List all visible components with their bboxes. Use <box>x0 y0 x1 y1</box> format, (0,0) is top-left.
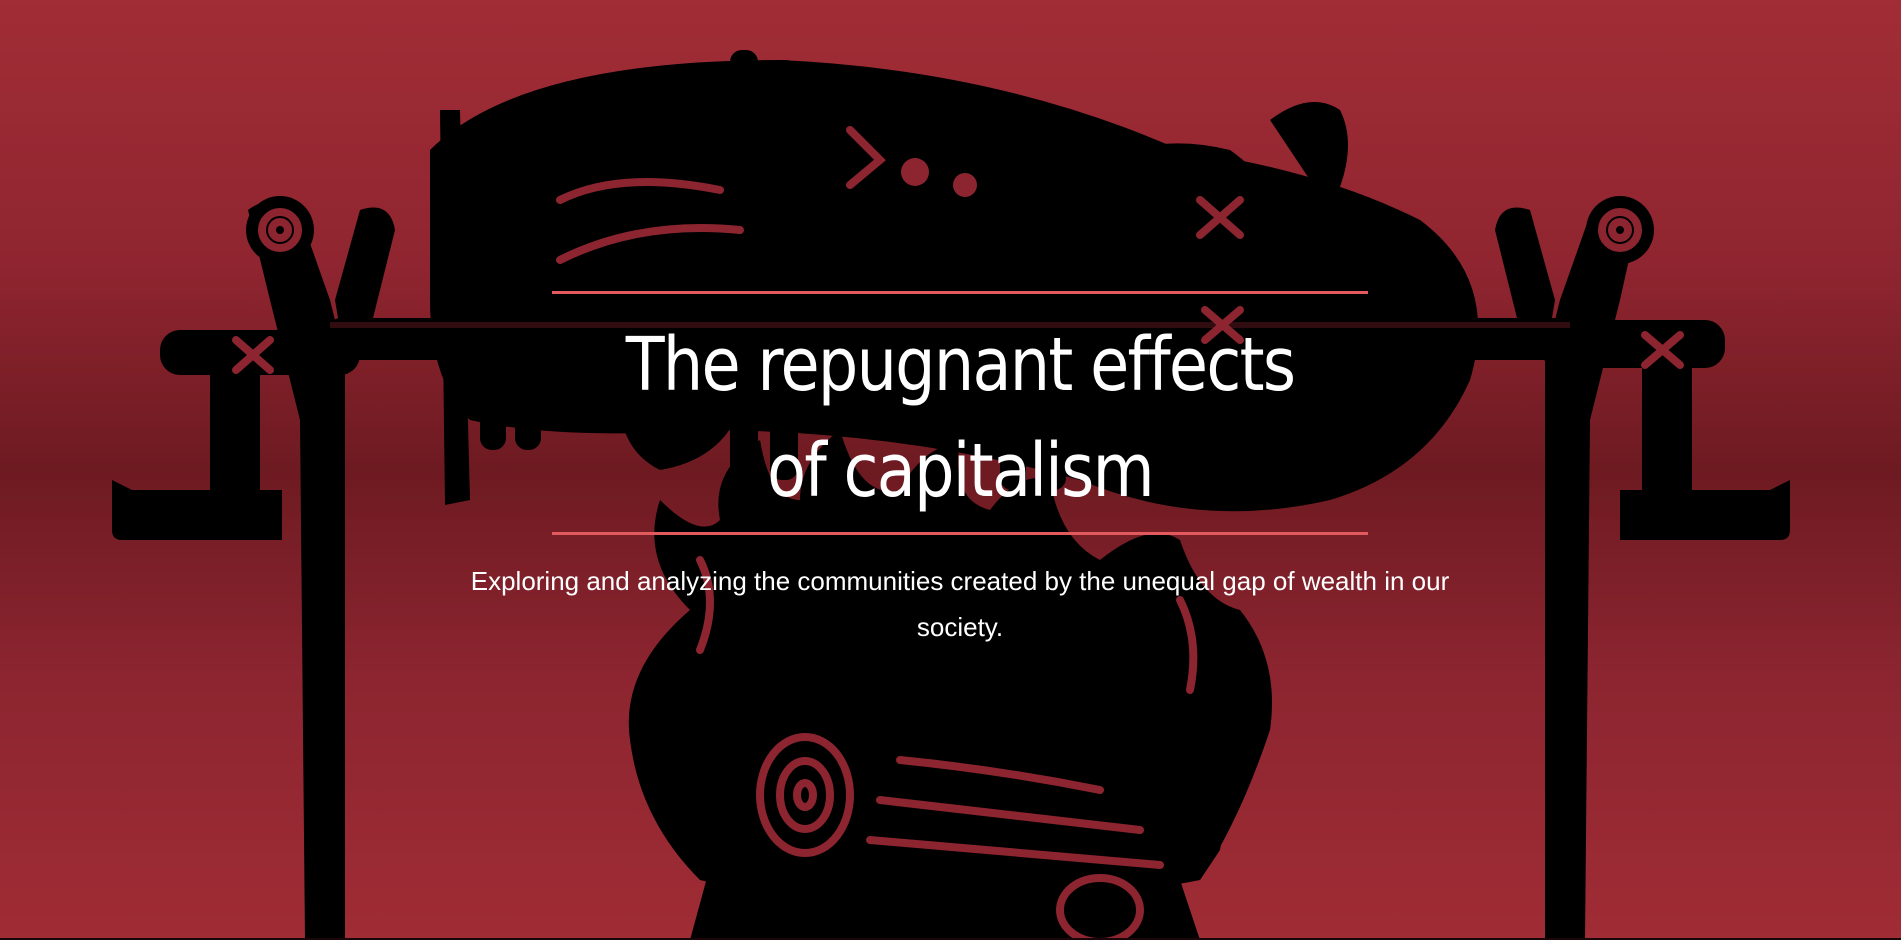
page-title: The repugnant effects of capitalism <box>625 322 1296 514</box>
page-subtitle: Exploring and analyzing the communities … <box>470 566 1450 642</box>
title-top-rule <box>552 291 1368 294</box>
page-bottom-edge <box>0 938 1901 940</box>
title-bottom-rule <box>552 532 1368 535</box>
